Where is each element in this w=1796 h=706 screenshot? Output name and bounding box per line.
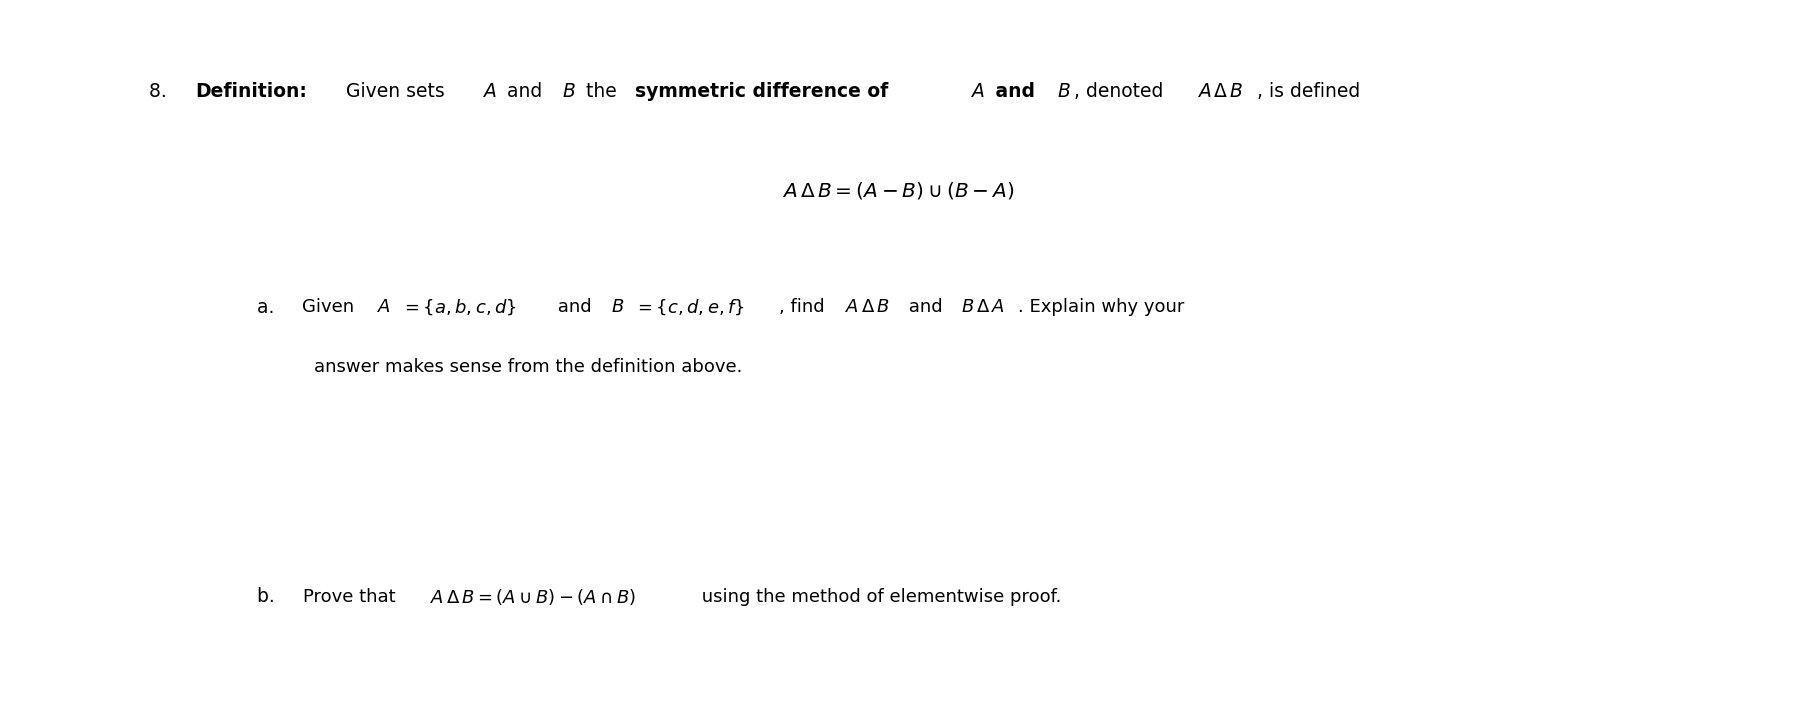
Text: Prove that: Prove that — [304, 587, 401, 606]
Text: , find: , find — [779, 298, 830, 316]
Text: $B$: $B$ — [611, 298, 625, 316]
Text: b.: b. — [257, 587, 293, 606]
Text: $B$: $B$ — [562, 83, 577, 101]
Text: symmetric difference of: symmetric difference of — [636, 83, 894, 101]
Text: , is defined: , is defined — [1257, 83, 1361, 101]
Text: $B \,\Delta\, A$: $B \,\Delta\, A$ — [961, 298, 1006, 316]
Text: and: and — [903, 298, 948, 316]
Text: $A$: $A$ — [377, 298, 392, 316]
Text: $A \,\Delta\, B = (A \cup B) - (A \cap B)$: $A \,\Delta\, B = (A \cup B) - (A \cap B… — [429, 587, 636, 606]
Text: Given sets: Given sets — [339, 83, 451, 101]
Text: Definition:: Definition: — [196, 83, 307, 101]
Text: answer makes sense from the definition above.: answer makes sense from the definition a… — [314, 358, 744, 376]
Text: Given: Given — [302, 298, 361, 316]
Text: $\mathbf{\mathit{A}}$: $\mathbf{\mathit{A}}$ — [970, 83, 984, 101]
Text: $A \,\Delta\, B = (A - B) \cup (B - A)$: $A \,\Delta\, B = (A - B) \cup (B - A)$ — [781, 180, 1015, 201]
Text: the: the — [580, 83, 623, 101]
Text: $= \{c, d, e, f\}$: $= \{c, d, e, f\}$ — [629, 297, 745, 317]
Text: , denoted: , denoted — [1074, 83, 1169, 101]
Text: and: and — [990, 83, 1042, 101]
Text: and: and — [553, 298, 598, 316]
Text: $= \{a, b, c, d\}$: $= \{a, b, c, d\}$ — [395, 297, 517, 317]
Text: $A$: $A$ — [483, 83, 497, 101]
Text: 8.: 8. — [149, 83, 185, 101]
Text: $\mathbf{\mathit{B}}$: $\mathbf{\mathit{B}}$ — [1056, 83, 1070, 101]
Text: a.: a. — [257, 298, 293, 316]
Text: $A \,\Delta\, B$: $A \,\Delta\, B$ — [846, 298, 889, 316]
Text: using the method of elementwise proof.: using the method of elementwise proof. — [695, 587, 1061, 606]
Text: and: and — [501, 83, 548, 101]
Text: . Explain why your: . Explain why your — [1018, 298, 1184, 316]
Text: $A \,\Delta\, B$: $A \,\Delta\, B$ — [1198, 83, 1245, 101]
